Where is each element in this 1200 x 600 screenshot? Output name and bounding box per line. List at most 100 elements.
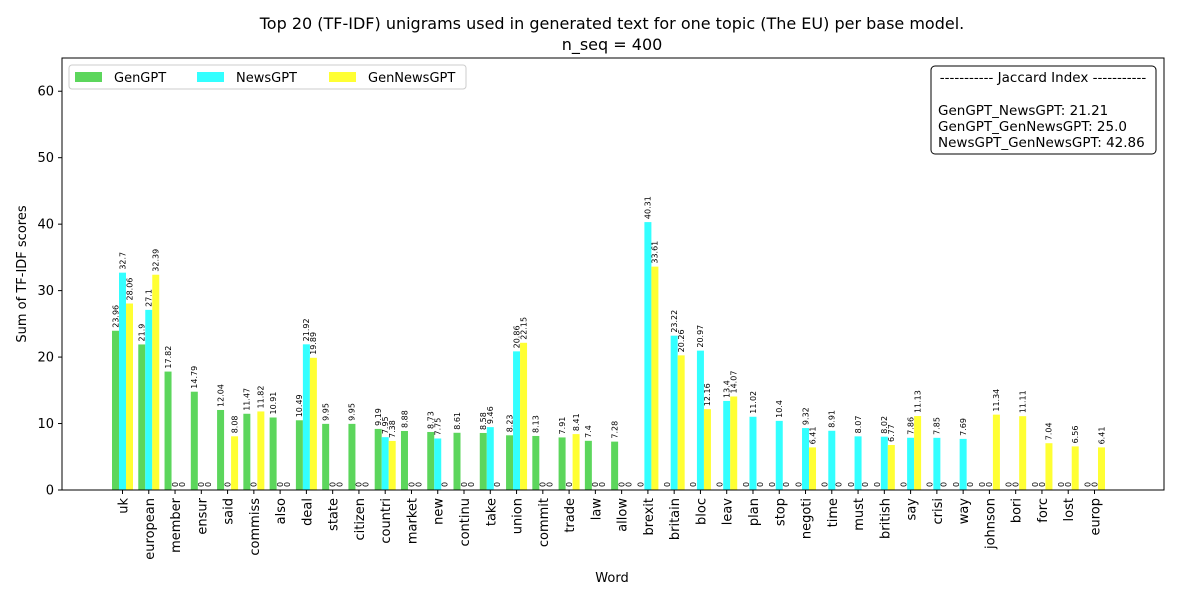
bar-newsgpt-leav (723, 400, 731, 490)
data-label: 0 (441, 482, 450, 487)
y-axis-label: Sum of TF-IDF scores (15, 205, 30, 342)
bar-gennewsgpt-european (152, 274, 160, 490)
data-label: 11.02 (749, 391, 758, 414)
data-label: 32.7 (118, 252, 127, 270)
x-tick-label-uk: uk (117, 498, 132, 514)
data-label: 8.02 (880, 416, 889, 434)
bar-newsgpt-say (907, 437, 915, 490)
data-label: 0 (663, 482, 672, 487)
bar-gengpt-commit (532, 435, 540, 490)
bar-gennewsgpt-lost (1071, 446, 1079, 490)
data-label: 11.34 (992, 389, 1001, 412)
x-tick-label-europ: europ (1088, 498, 1103, 536)
bar-newsgpt-deal (302, 344, 310, 490)
data-label: 20.86 (512, 325, 521, 348)
data-label: 0 (171, 482, 180, 487)
x-tick-label-take: take (484, 498, 499, 526)
bar-gengpt-new (427, 431, 435, 490)
data-label: 0 (197, 482, 206, 487)
bar-newsgpt-british (880, 436, 888, 490)
data-label: 0 (460, 482, 469, 487)
data-label: 0 (178, 482, 187, 487)
data-label: 0 (716, 482, 725, 487)
x-tick-label-lost: lost (1062, 498, 1077, 521)
y-tick-label: 20 (37, 351, 54, 366)
bar-newsgpt-negoti (802, 428, 810, 490)
data-label: 0 (250, 482, 259, 487)
data-label: 21.9 (138, 324, 147, 342)
bar-gennewsgpt-britain (677, 355, 685, 490)
x-tick-label-citizen: citizen (353, 498, 368, 541)
data-label: 0 (952, 482, 961, 487)
bar-newsgpt-way (959, 438, 967, 490)
data-label: 0 (1083, 482, 1092, 487)
legend-swatch-gennewsgpt (329, 72, 356, 82)
bar-gengpt-state (322, 423, 330, 490)
data-label: 23.22 (670, 310, 679, 333)
x-tick-label-state: state (327, 498, 342, 531)
bar-newsgpt-union (513, 351, 521, 490)
x-tick-label-countri: countri (379, 498, 394, 544)
data-label: 14.79 (190, 366, 199, 389)
data-label: 0 (794, 482, 803, 487)
data-label: 11.47 (243, 388, 252, 411)
x-tick-label-bori: bori (1010, 498, 1025, 523)
x-tick-label-said: said (222, 498, 237, 525)
chart-title-line-2: n_seq = 400 (562, 35, 663, 55)
data-label: 0 (1004, 482, 1013, 487)
data-label: 0 (835, 482, 844, 487)
x-tick-label-must: must (852, 498, 867, 531)
plot-area-frame (61, 57, 1165, 491)
data-label: 13.4 (723, 380, 732, 398)
data-label: 0 (223, 482, 232, 487)
data-label: 7.38 (388, 420, 397, 438)
x-tick-label-member: member (169, 497, 184, 553)
data-label: 7.75 (434, 418, 443, 436)
jaccard-index-box: ----------- Jaccard Index ----------- Ge… (930, 65, 1157, 155)
data-label: 21.92 (302, 318, 311, 341)
x-tick-label-plan: plan (747, 498, 762, 526)
bar-gennewsgpt-forc (1045, 443, 1053, 490)
data-label: 32.39 (152, 249, 161, 272)
bar-newsgpt-bloc (696, 350, 704, 490)
data-label: 0 (782, 482, 791, 487)
bar-gengpt-take (479, 432, 487, 490)
x-tick-label-leav: leav (721, 498, 736, 526)
bars-layer (112, 222, 1105, 490)
x-tick-label-law: law (589, 498, 604, 521)
legend-label-gengpt: GenGPT (114, 71, 166, 86)
bar-gennewsgpt-deal (309, 357, 317, 490)
y-tick-label: 40 (37, 218, 54, 233)
data-label: 10.91 (269, 392, 278, 415)
bar-gengpt-member (164, 371, 172, 490)
data-label: 0 (276, 482, 285, 487)
x-tick-label-commiss: commiss (248, 498, 263, 556)
data-label: 0 (407, 482, 416, 487)
data-label: 27.1 (145, 289, 154, 307)
data-label: 0 (978, 482, 987, 487)
data-label: 7.86 (906, 417, 915, 435)
data-label: 0 (847, 482, 856, 487)
bar-newsgpt-britain (670, 335, 678, 490)
data-label: 0 (985, 482, 994, 487)
data-label: 7.95 (381, 416, 390, 434)
jaccard-gengpt-newsgpt: GenGPT_NewsGPT: 21.21 (938, 103, 1108, 119)
bar-gennewsgpt-say (914, 416, 922, 490)
y-tick-label: 50 (37, 151, 54, 166)
y-tick-label: 60 (37, 85, 54, 100)
y-axis: 0 10 20 30 40 50 60 (37, 85, 62, 499)
data-label: 6.77 (887, 424, 896, 442)
data-label: 7.91 (558, 417, 567, 435)
legend-swatch-gengpt (75, 72, 102, 82)
bar-gengpt-allow (611, 441, 619, 490)
data-label: 0 (742, 482, 751, 487)
data-label: 0 (756, 482, 765, 487)
x-tick-label-new: new (432, 498, 447, 525)
data-label: 0 (861, 482, 870, 487)
data-label: 11.13 (913, 390, 922, 413)
data-label: 28.06 (125, 278, 134, 301)
bar-newsgpt-must (854, 436, 862, 490)
data-label: 0 (926, 482, 935, 487)
data-label: 7.85 (933, 417, 942, 435)
data-label: 0 (1064, 482, 1073, 487)
